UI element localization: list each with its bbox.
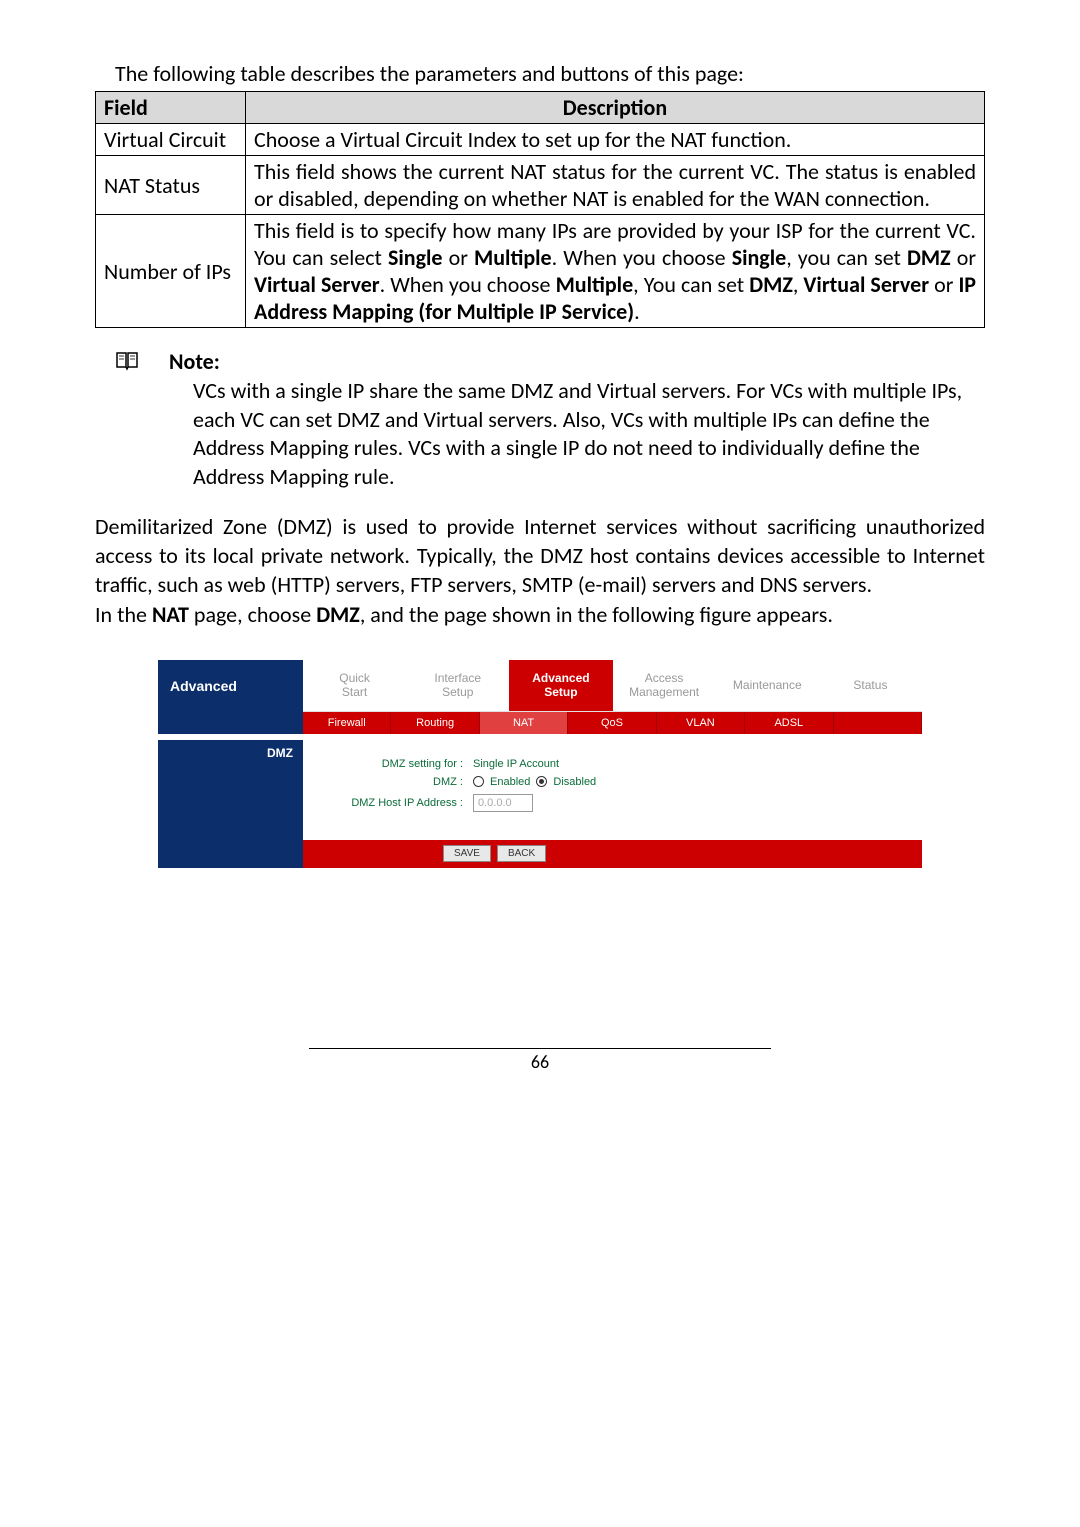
router-subtab[interactable]: QoS: [568, 712, 656, 734]
table-row: Number of IPs This field is to specify h…: [96, 215, 985, 328]
intro-text: The following table describes the parame…: [95, 60, 985, 87]
subtab-spacer: [158, 712, 303, 734]
router-ui-screenshot: Advanced QuickStartInterfaceSetupAdvance…: [158, 660, 922, 868]
router-side-label: Advanced: [158, 660, 303, 712]
buttons-spacer: [158, 840, 303, 868]
desc-cell: This field shows the current NAT status …: [246, 156, 985, 215]
table-row: Virtual Circuit Choose a Virtual Circuit…: [96, 124, 985, 156]
page-number: 66: [309, 1048, 772, 1073]
form-value: Enabled Disabled: [473, 776, 596, 788]
table-row: NAT Status This field shows the current …: [96, 156, 985, 215]
router-tab[interactable]: Status: [819, 678, 922, 692]
form-label: DMZ Host IP Address :: [323, 797, 473, 809]
router-subtab[interactable]: Routing: [391, 712, 479, 734]
router-section-body: DMZ setting for : Single IP Account DMZ …: [303, 740, 922, 840]
radio-label: Disabled: [553, 776, 596, 788]
form-label: DMZ :: [323, 776, 473, 788]
body-paragraph-2: In the NAT page, choose DMZ, and the pag…: [95, 601, 985, 630]
field-cell: Virtual Circuit: [96, 124, 246, 156]
form-value: Single IP Account: [473, 758, 559, 770]
router-subtab[interactable]: ADSL: [745, 712, 833, 734]
router-subtab[interactable]: VLAN: [657, 712, 745, 734]
radio-enabled[interactable]: [473, 776, 484, 787]
form-label: DMZ setting for :: [323, 758, 473, 770]
radio-disabled[interactable]: [536, 776, 547, 787]
router-subtab[interactable]: [834, 712, 922, 734]
router-tab[interactable]: InterfaceSetup: [406, 671, 509, 700]
dmz-host-ip-input[interactable]: [473, 794, 533, 812]
table-header-field: Field: [96, 92, 246, 124]
back-button[interactable]: BACK: [497, 845, 546, 862]
router-section-label: DMZ: [158, 740, 303, 840]
parameters-table: Field Description Virtual Circuit Choose…: [95, 91, 985, 328]
router-tab[interactable]: AccessManagement: [613, 671, 716, 700]
body-paragraph-1: Demilitarized Zone (DMZ) is used to prov…: [95, 513, 985, 599]
desc-cell: This field is to specify how many IPs ar…: [246, 215, 985, 328]
note-label: Note:: [169, 348, 220, 375]
router-tab[interactable]: AdvancedSetup: [509, 660, 612, 711]
desc-cell: Choose a Virtual Circuit Index to set up…: [246, 124, 985, 156]
router-tab[interactable]: QuickStart: [303, 671, 406, 700]
note-body: VCs with a single IP share the same DMZ …: [95, 377, 985, 491]
router-subtab[interactable]: Firewall: [303, 712, 391, 734]
router-tab[interactable]: Maintenance: [716, 678, 819, 692]
field-cell: Number of IPs: [96, 215, 246, 328]
router-subtab[interactable]: NAT: [480, 712, 568, 734]
table-header-description: Description: [246, 92, 985, 124]
book-icon: [115, 351, 139, 371]
note-section: Note: VCs with a single IP share the sam…: [95, 348, 985, 491]
field-cell: NAT Status: [96, 156, 246, 215]
save-button[interactable]: SAVE: [443, 845, 491, 862]
radio-label: Enabled: [490, 776, 530, 788]
